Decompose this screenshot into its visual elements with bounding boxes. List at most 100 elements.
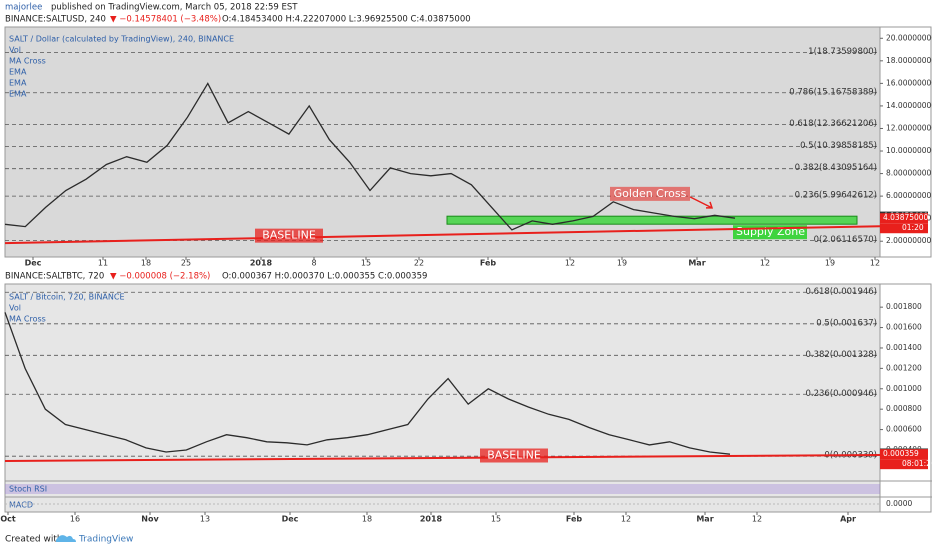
footer-brand[interactable]: TradingView (78, 535, 133, 545)
legend-entry: SALT / Dollar (calculated by TradingView… (9, 35, 234, 44)
symbol: BINANCE:SALTUSD, 240 (5, 15, 106, 25)
fib-label: 0.618(0.001946) (805, 287, 877, 297)
y-tick-label: 10.00000000 (886, 146, 932, 155)
pane (4, 283, 881, 513)
legend-entry: MA Cross (9, 57, 46, 66)
fib-label: 0(2.06116570) (814, 235, 877, 245)
x-tick-label: Dec (282, 515, 299, 524)
fib-label: 0.5(10.39858185) (800, 141, 877, 151)
x-tick-label: 19 (617, 259, 627, 268)
fib-label: 0.236(5.99642612) (795, 191, 877, 201)
baseline (4, 453, 881, 463)
y-tick-label: 18.00000000 (886, 56, 932, 65)
legend-entry: EMA (9, 90, 27, 99)
baseline-box (255, 228, 323, 243)
fib-label: 0.618(12.36621206) (789, 119, 877, 129)
callout-label: Golden Cross (614, 187, 687, 200)
x-tick-label: Feb (480, 259, 497, 268)
legend-entry: EMA (9, 79, 27, 88)
x-tick-label: 19 (825, 259, 835, 268)
footer-created: Created with (5, 535, 63, 545)
price-tag-label: 08:01:20 (902, 459, 932, 468)
stoch-band (5, 484, 880, 494)
fib-label: 0.5(0.001637) (816, 318, 877, 328)
x-tick-label: 18 (362, 515, 372, 524)
y-tick-label: 2.00000000 (886, 236, 932, 245)
baseline (4, 225, 881, 245)
y-tick-label: 0.000800 (886, 404, 922, 413)
y-tick-label: 8.00000000 (886, 169, 932, 178)
price-tag-label: 0.000359 (883, 449, 919, 458)
x-tick-label: 13 (200, 515, 210, 524)
y-tick-label: 6.00000000 (886, 191, 932, 200)
x-tick-label: Mar (696, 515, 713, 524)
supply-zone (446, 215, 858, 225)
symbol: BINANCE:SALTBTC, 720 (5, 272, 104, 282)
change: ▼ −0.000008 (−2.18%) (110, 272, 210, 282)
x-tick-label: 15 (361, 259, 371, 268)
price-line (4, 82, 736, 231)
x-tick-label: 12 (621, 515, 631, 524)
x-tick-label: Apr (840, 515, 856, 524)
baseline-label: BASELINE (487, 449, 541, 462)
x-tick-label: 25 (181, 259, 191, 268)
x-tick-label: 18 (141, 259, 151, 268)
y-tick-label: 0.001400 (886, 343, 922, 352)
x-tick-label: 12 (760, 259, 770, 268)
x-tick-label: 12 (752, 515, 762, 524)
fib-label: 0.382(8.43095164) (795, 163, 877, 173)
published: published on TradingView.com, March 05, … (51, 3, 298, 13)
price-line (4, 312, 731, 455)
ohlc: O:4.18453400 H:4.22207000 L:3.96925500 C… (222, 15, 471, 25)
x-tick-label: 2018 (250, 259, 273, 268)
footer-bar (0, 530, 932, 550)
x-tick-label: 12 (565, 259, 575, 268)
y-tick-label: 0.001600 (886, 323, 922, 332)
legend-entry: MA Cross (9, 315, 46, 324)
change: ▼ −0.14578401 (−3.48%) (110, 15, 221, 25)
x-tick-label: Feb (566, 515, 583, 524)
callout-box (610, 186, 690, 201)
y-tick-label: 0.001200 (886, 363, 922, 372)
price-tag (880, 223, 928, 234)
price-tag (880, 459, 928, 470)
price-tag-label: 4.03875000 (883, 213, 929, 222)
legend-entry: EMA (9, 68, 27, 77)
x-tick-label: 15 (491, 515, 501, 524)
x-tick-label: 16 (70, 515, 80, 524)
x-tick-label: 22 (414, 259, 424, 268)
y-tick-label: 14.00000000 (886, 101, 932, 110)
price-axis (879, 283, 932, 513)
y-tick-label: 0.001800 (886, 302, 922, 311)
legend-entry: SALT / Bitcoin, 720, BINANCE (9, 293, 125, 302)
x-tick-label: Dec (25, 259, 42, 268)
tv-logo (56, 535, 76, 542)
x-tick-label: 2018 (420, 515, 443, 524)
price-tag-label: 01:20 (902, 223, 924, 232)
fib-label: 1(18.73599800) (808, 47, 877, 57)
callout-arrow (689, 196, 714, 209)
panel-axis-label: 0.0000 (886, 499, 912, 508)
y-tick-label: 0.000600 (886, 425, 922, 434)
y-tick-label: 12.00000000 (886, 123, 932, 132)
legend-entry: Vol (9, 304, 21, 313)
x-tick-label: 11 (98, 259, 108, 268)
y-tick-label: 0.001000 (886, 384, 922, 393)
ohlc: O:0.000367 H:0.000370 L:0.000355 C:0.000… (222, 272, 427, 282)
x-tick-label: Nov (141, 515, 159, 524)
x-tick-label: Oct (0, 515, 16, 524)
x-tick-label: 8 (311, 259, 316, 268)
x-tick-label: 12 (870, 259, 880, 268)
price-tag (880, 449, 928, 460)
y-tick-label: 20.00000000 (886, 33, 932, 42)
fib-label: 0.382(0.001328) (805, 350, 877, 360)
price-tag (880, 213, 928, 224)
baseline-box (480, 448, 548, 463)
y-tick-label: 16.00000000 (886, 78, 932, 87)
fib-label: 0.786(15.16758389) (789, 87, 877, 97)
legend-entry: Vol (9, 46, 21, 55)
publisher[interactable]: majorlee (5, 3, 42, 13)
x-tick-label: Mar (688, 259, 705, 268)
panel-label: Stoch RSI (9, 485, 47, 494)
